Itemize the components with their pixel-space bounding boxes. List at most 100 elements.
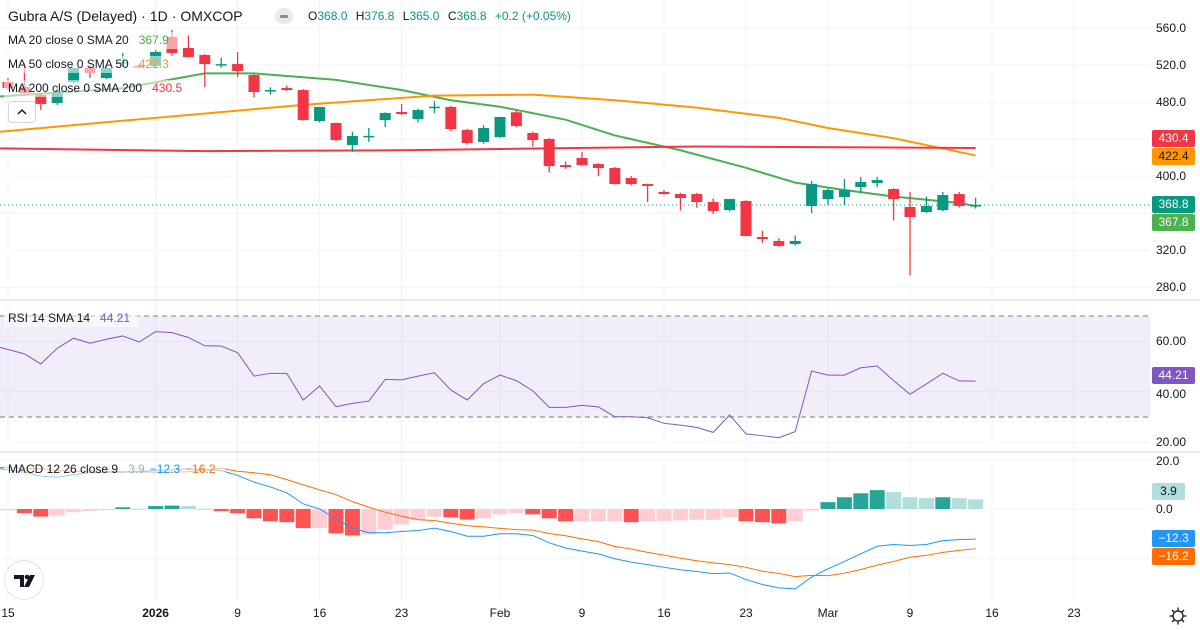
legend-value: 422.3 [138,57,169,71]
candle-body [773,240,785,246]
legend-macd[interactable]: MACD 12 26 close 9 3.9 −12.3 −16.2 [4,461,225,478]
candle [642,183,654,203]
macd-histogram-bar [197,508,213,510]
collapse-legend-button[interactable] [8,101,36,123]
rsi-line [0,331,976,439]
time-tick-label: 16 [985,606,999,620]
title-separator: · [171,8,177,24]
candle [461,128,473,145]
tradingview-logo[interactable] [4,560,44,600]
badge-rsi: 44.21 [1152,367,1195,384]
price-tick-label: 320.0 [1156,243,1187,258]
legend-label: MACD 12 26 close 9 [8,462,119,476]
ma-line-ma50 [0,93,976,157]
candle [822,188,834,205]
candle-body [510,112,522,126]
candle-body [920,205,932,212]
price-tick-label: 480.0 [1156,95,1187,110]
legend-hist-value: 3.9 [128,462,145,476]
macd-histogram-bar [213,509,229,512]
time-tick-label: 9 [906,606,914,620]
badge-last: 368.8 [1152,196,1195,213]
candle-body [428,106,440,109]
candle [576,152,588,166]
candle-body [100,68,112,79]
series-layer [0,29,1150,590]
macd-histogram-bar [689,509,705,520]
candle [691,192,703,208]
candle-body [543,139,555,167]
legend-rsi[interactable]: RSI 14 SMA 14 44.21 [4,310,140,327]
candle-body [478,128,490,142]
macd-histogram-bar [590,509,606,522]
rsi-tick-label: 60.00 [1156,334,1187,349]
macd-histogram-bar [148,506,164,509]
macd-histogram-bar [377,509,393,530]
candle-body [215,64,227,66]
candle-body [560,165,572,167]
macd-histogram-bar [361,509,377,535]
candle-body [609,168,621,185]
macd-histogram-bar [49,509,65,516]
price-tick-label: 400.0 [1156,169,1187,184]
legend-ma20[interactable]: MA 20 close 0 SMA 20 367.9 [4,32,178,49]
candle [330,122,342,141]
symbol-title[interactable]: Gubra A/S (Delayed) · 1D · OMXCOP [8,6,243,26]
macd-histogram-bar [869,490,885,509]
macd-histogram-bar [738,509,754,522]
candle-body [658,191,670,195]
macd-histogram-bar [115,507,131,509]
macd-histogram-bar [476,509,492,519]
candle [428,101,440,114]
macd-histogram-bar [886,492,902,509]
macd-histogram-bar [754,509,770,523]
candle [445,105,457,131]
candle-body [182,48,194,57]
candle [789,235,801,246]
macd-histogram-bar [968,499,984,509]
candle [970,197,982,209]
symbol-name: Gubra A/S (Delayed) [8,8,138,24]
candle-body [904,206,916,217]
candle [888,188,900,221]
macd-histogram-bar [410,509,426,520]
candle [314,106,326,123]
candle [264,87,276,95]
candle [855,177,867,193]
candle [920,196,932,214]
candle-body [806,184,818,206]
macd-histogram-bar [33,509,49,517]
badge-ma50: 422.4 [1152,148,1195,165]
candle-body [838,190,850,197]
candle-body [379,113,391,121]
rsi-band-fill [0,316,1150,417]
candle [215,57,227,68]
macd-histogram-bar [558,509,574,522]
candle [396,103,408,116]
chevron-up-icon [17,108,27,115]
candle-body [740,200,752,236]
open-label: O [308,9,318,23]
candle [592,163,604,177]
macd-histogram-bar [262,509,278,522]
candle [281,85,293,91]
macd-tick-label: 20.0 [1156,454,1180,468]
candle [740,200,752,237]
gear-icon[interactable] [1168,606,1188,626]
macd-histogram-bar [426,509,442,517]
candle [232,52,244,78]
candle [182,35,194,58]
legend-ma200[interactable]: MA 200 close 0 SMA 200 430.5 [4,80,192,97]
macd-histogram-bar [492,509,508,515]
macd-histogram-bar [836,497,852,509]
legend-ma50[interactable]: MA 50 close 0 SMA 50 422.3 [4,56,178,73]
candle-body [724,199,736,211]
candle [674,192,686,211]
macd-histogram-bar [16,509,32,514]
eye-toggle-icon[interactable] [275,8,293,24]
candle [412,108,424,123]
macd-histogram-bar [82,509,98,511]
macd-histogram-bar [525,509,541,515]
exchange: OMXCOP [180,8,243,24]
